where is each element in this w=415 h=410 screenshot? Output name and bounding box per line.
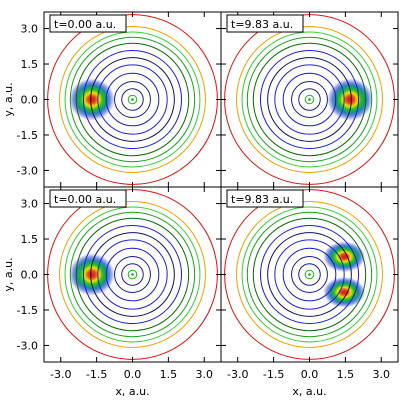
y-tick-label: 1.5 [21, 58, 39, 71]
contour-line [282, 247, 337, 302]
panel-3: t=0.00 a.u. -3.0 -1.5 0.0 1.5 3.0 -3.0 -1.5 0.0 1… [17, 186, 222, 381]
contour-line [241, 31, 378, 168]
contour-line [105, 72, 160, 127]
time-label-box [49, 14, 127, 33]
x-axis-label: x, a.u. [292, 385, 326, 398]
x-tick-label: 1.5 [337, 368, 355, 381]
time-label-box [49, 189, 127, 208]
x-tick-label: -3.0 [227, 368, 248, 381]
contour-line [82, 224, 183, 325]
contour-line [114, 256, 151, 293]
contour-line [114, 81, 151, 118]
contour-line [127, 94, 138, 105]
center-point [308, 273, 311, 276]
panel-2: t=9.83 a.u. [220, 11, 399, 188]
time-label-box [226, 189, 304, 208]
contour-line [90, 57, 175, 142]
contour-line [246, 36, 373, 163]
x-tick-label: -1.5 [263, 368, 284, 381]
contour-line [304, 94, 315, 105]
contour-line [236, 26, 383, 173]
y-tick-label: -1.5 [17, 304, 38, 317]
time-label: t=0.00 a.u. [54, 193, 116, 206]
contour-line [252, 42, 367, 157]
contour-line [69, 36, 196, 163]
x-tick-label: 0.0 [124, 368, 142, 381]
contour-line [252, 217, 367, 332]
contour-line [259, 224, 360, 325]
contour-line [246, 211, 373, 338]
contour-line [298, 88, 321, 111]
y-tick-label: 0.0 [21, 94, 39, 107]
contour-line [267, 232, 352, 317]
panel-4: t=9.83 a.u. -3.0 -1.5 0.0 1.5 3.0 [220, 186, 399, 381]
contour-line [97, 64, 168, 135]
contour-line [127, 269, 138, 280]
center-point [131, 98, 134, 101]
time-label: t=9.83 a.u. [231, 193, 293, 206]
x-tick-label: 1.5 [160, 368, 178, 381]
contour-line [64, 206, 201, 343]
contour-line [291, 256, 328, 293]
wavepacket-blob [68, 253, 115, 296]
time-label-box [226, 14, 304, 33]
contour-line [259, 49, 360, 150]
contour-line [274, 239, 345, 310]
y-tick-label: 1.5 [21, 233, 39, 246]
y-tick-label: 3.0 [21, 198, 39, 211]
contour-line [69, 211, 196, 338]
y-tick-label: -3.0 [17, 339, 38, 352]
contour-line [282, 72, 337, 127]
wavepacket-blob [327, 78, 374, 121]
contour-line [274, 64, 345, 135]
wavepacket-blob [68, 78, 115, 121]
contour-line [82, 49, 183, 150]
y-tick-label: 3.0 [21, 23, 39, 36]
x-tick-label: 0.0 [301, 368, 319, 381]
contour-line [121, 263, 144, 286]
contour-line [304, 269, 315, 280]
contour-line [64, 31, 201, 168]
y-axis-label: y, a.u. [2, 82, 15, 116]
contour-line [236, 201, 383, 348]
panel-1: t=0.00 a.u. -3.0 -1.5 0.0 1.5 3.0 [17, 11, 222, 188]
contour-line [59, 201, 206, 348]
x-tick-label: -3.0 [50, 368, 71, 381]
time-label: t=9.83 a.u. [231, 18, 293, 31]
contour-line [298, 263, 321, 286]
x-axis-label: x, a.u. [115, 385, 149, 398]
y-tick-label: -3.0 [17, 164, 38, 177]
x-tick-label: -1.5 [86, 368, 107, 381]
y-axis-label: y, a.u. [2, 257, 15, 291]
center-point [308, 98, 311, 101]
y-tick-label: 0.0 [21, 269, 39, 282]
time-label: t=0.00 a.u. [54, 18, 116, 31]
x-tick-label: 3.0 [373, 368, 391, 381]
contour-line [90, 232, 175, 317]
x-tick-label: 3.0 [196, 368, 214, 381]
contour-line [121, 88, 144, 111]
contour-line [291, 81, 328, 118]
contour-line [241, 206, 378, 343]
contour-line [97, 239, 168, 310]
y-tick-label: -1.5 [17, 129, 38, 142]
contour-line [267, 57, 352, 142]
contour-line [59, 26, 206, 173]
contour-line [75, 217, 190, 332]
contour-line [105, 247, 160, 302]
contour-line [75, 42, 190, 157]
center-point [131, 273, 134, 276]
